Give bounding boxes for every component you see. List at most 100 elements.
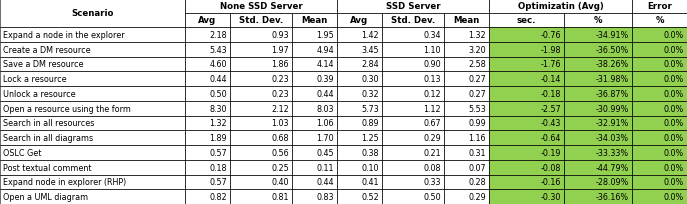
- Bar: [230, 189, 292, 204]
- Text: 0.13: 0.13: [423, 75, 441, 84]
- Bar: [185, 116, 230, 131]
- Bar: [632, 0, 687, 14]
- Bar: [292, 57, 337, 72]
- Bar: [564, 86, 632, 101]
- Bar: [444, 57, 489, 72]
- Bar: [230, 86, 292, 101]
- Bar: [564, 175, 632, 189]
- Text: 0.25: 0.25: [271, 163, 289, 172]
- Text: -0.64: -0.64: [541, 133, 561, 142]
- Text: -0.19: -0.19: [541, 148, 561, 157]
- Bar: [489, 28, 564, 43]
- Text: 0.57: 0.57: [210, 148, 227, 157]
- Text: 0.0%: 0.0%: [664, 133, 684, 142]
- Text: 0.45: 0.45: [317, 148, 334, 157]
- Bar: [564, 57, 632, 72]
- Bar: [564, 14, 632, 28]
- Bar: [185, 131, 230, 145]
- Bar: [0, 145, 185, 160]
- Bar: [337, 189, 382, 204]
- Bar: [230, 131, 292, 145]
- Text: 0.41: 0.41: [361, 177, 379, 186]
- Bar: [489, 14, 564, 28]
- Bar: [0, 28, 185, 43]
- Bar: [230, 175, 292, 189]
- Text: -36.16%: -36.16%: [596, 192, 629, 201]
- Bar: [382, 43, 444, 57]
- Bar: [337, 86, 382, 101]
- Bar: [382, 14, 444, 28]
- Bar: [564, 43, 632, 57]
- Bar: [444, 72, 489, 86]
- Bar: [444, 86, 489, 101]
- Bar: [337, 116, 382, 131]
- Text: None SSD Server: None SSD Server: [220, 2, 302, 11]
- Bar: [0, 0, 185, 28]
- Bar: [337, 160, 382, 175]
- Bar: [185, 43, 230, 57]
- Bar: [632, 175, 687, 189]
- Bar: [382, 131, 444, 145]
- Bar: [564, 43, 632, 57]
- Text: 2.84: 2.84: [361, 60, 379, 69]
- Bar: [489, 175, 564, 189]
- Bar: [185, 160, 230, 175]
- Text: Error: Error: [647, 2, 672, 11]
- Bar: [185, 101, 230, 116]
- Bar: [632, 14, 687, 28]
- Text: 1.32: 1.32: [469, 31, 486, 40]
- Text: 0.44: 0.44: [317, 177, 334, 186]
- Bar: [230, 28, 292, 43]
- Bar: [230, 131, 292, 145]
- Bar: [185, 72, 230, 86]
- Bar: [292, 116, 337, 131]
- Text: 0.28: 0.28: [469, 177, 486, 186]
- Bar: [382, 160, 444, 175]
- Bar: [444, 14, 489, 28]
- Bar: [292, 145, 337, 160]
- Bar: [382, 116, 444, 131]
- Bar: [632, 72, 687, 86]
- Text: Mean: Mean: [302, 16, 328, 25]
- Text: 0.68: 0.68: [271, 133, 289, 142]
- Text: 0.0%: 0.0%: [664, 31, 684, 40]
- Bar: [185, 72, 230, 86]
- Bar: [444, 28, 489, 43]
- Text: 0.44: 0.44: [210, 75, 227, 84]
- Bar: [444, 175, 489, 189]
- Text: 0.50: 0.50: [423, 192, 441, 201]
- Text: 0.90: 0.90: [423, 60, 441, 69]
- Text: 0.44: 0.44: [317, 89, 334, 98]
- Bar: [382, 72, 444, 86]
- Text: 0.0%: 0.0%: [664, 89, 684, 98]
- Bar: [444, 101, 489, 116]
- Text: Open a UML diagram: Open a UML diagram: [3, 192, 88, 201]
- Bar: [230, 145, 292, 160]
- Bar: [489, 116, 564, 131]
- Bar: [185, 145, 230, 160]
- Bar: [489, 101, 564, 116]
- Bar: [444, 57, 489, 72]
- Bar: [292, 131, 337, 145]
- Bar: [489, 43, 564, 57]
- Bar: [185, 0, 337, 14]
- Bar: [564, 101, 632, 116]
- Text: 0.18: 0.18: [210, 163, 227, 172]
- Bar: [292, 28, 337, 43]
- Bar: [337, 72, 382, 86]
- Bar: [382, 175, 444, 189]
- Text: -0.08: -0.08: [541, 163, 561, 172]
- Bar: [230, 57, 292, 72]
- Text: 0.81: 0.81: [271, 192, 289, 201]
- Bar: [632, 116, 687, 131]
- Bar: [564, 189, 632, 204]
- Text: 4.14: 4.14: [317, 60, 334, 69]
- Text: %: %: [655, 16, 664, 25]
- Bar: [185, 57, 230, 72]
- Text: -36.87%: -36.87%: [596, 89, 629, 98]
- Bar: [185, 160, 230, 175]
- Bar: [564, 116, 632, 131]
- Text: Avg: Avg: [350, 16, 368, 25]
- Bar: [632, 101, 687, 116]
- Bar: [564, 175, 632, 189]
